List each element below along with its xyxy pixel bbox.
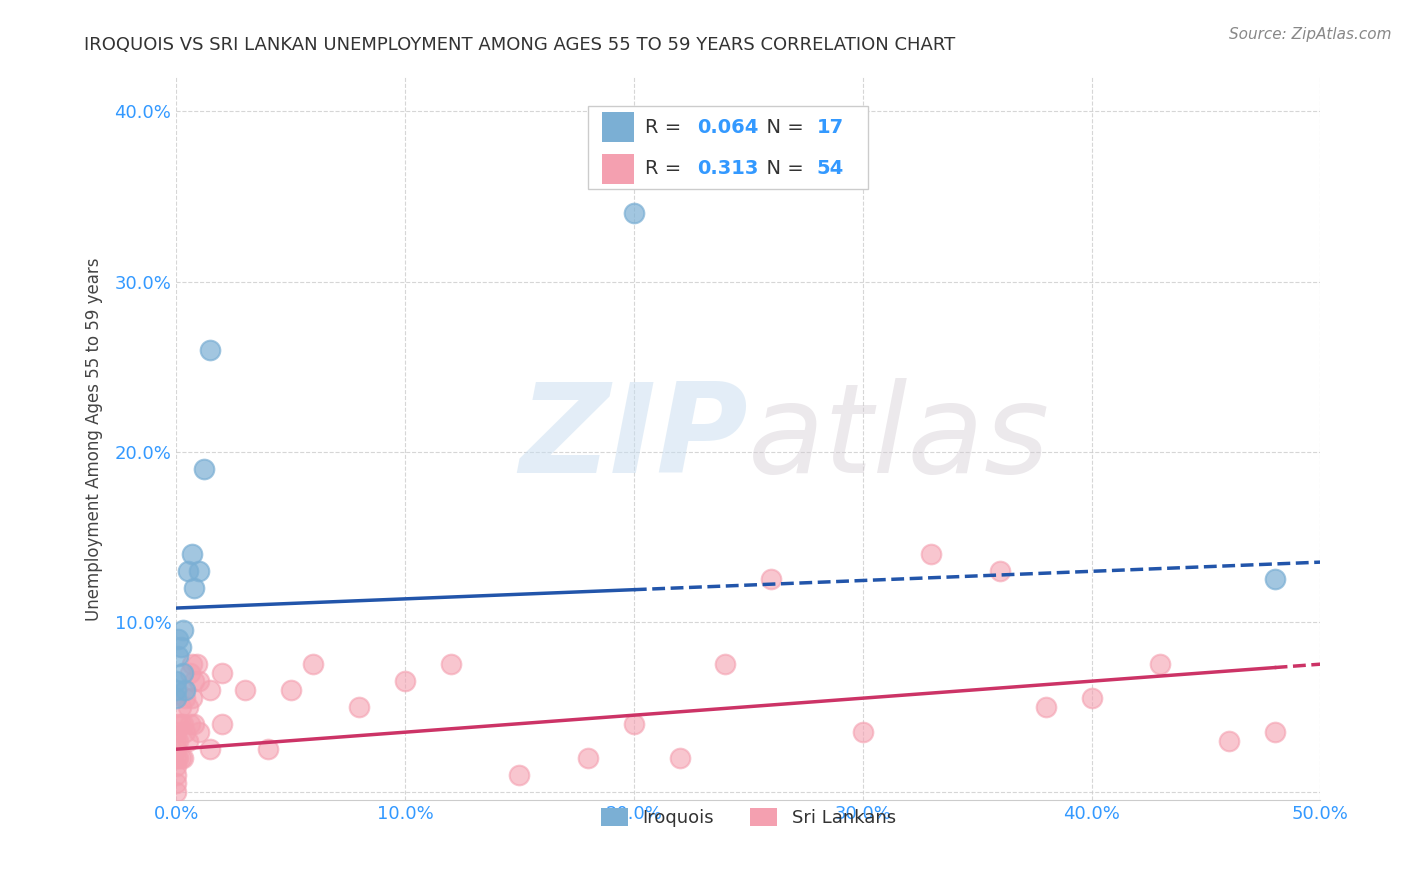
Point — [165, 733, 187, 747]
Point — [167, 716, 190, 731]
Point — [623, 716, 645, 731]
Point — [181, 657, 204, 672]
FancyBboxPatch shape — [602, 112, 634, 143]
Point — [347, 699, 370, 714]
Point — [211, 716, 233, 731]
Point — [176, 699, 198, 714]
Point — [920, 547, 942, 561]
Point — [165, 750, 187, 764]
Point — [623, 206, 645, 220]
Point — [172, 750, 194, 764]
Point — [167, 648, 190, 663]
Point — [188, 725, 211, 739]
Point — [1080, 691, 1102, 706]
Point — [183, 716, 205, 731]
Point — [256, 742, 278, 756]
Legend: Iroquois, Sri Lankans: Iroquois, Sri Lankans — [593, 801, 903, 835]
Point — [174, 725, 197, 739]
Point — [440, 657, 463, 672]
Text: R =: R = — [645, 118, 688, 136]
Point — [172, 623, 194, 637]
Point — [179, 665, 201, 680]
Point — [186, 657, 208, 672]
Point — [394, 674, 416, 689]
Point — [170, 699, 193, 714]
Text: 0.313: 0.313 — [697, 159, 758, 178]
Text: N =: N = — [754, 159, 810, 178]
Text: IROQUOIS VS SRI LANKAN UNEMPLOYMENT AMONG AGES 55 TO 59 YEARS CORRELATION CHART: IROQUOIS VS SRI LANKAN UNEMPLOYMENT AMON… — [84, 36, 956, 54]
Text: 0.064: 0.064 — [697, 118, 758, 136]
Point — [181, 547, 204, 561]
Text: ZIP: ZIP — [519, 378, 748, 500]
Point — [179, 716, 201, 731]
Point — [170, 640, 193, 655]
Point — [200, 343, 222, 357]
FancyBboxPatch shape — [588, 106, 869, 189]
Point — [165, 776, 187, 790]
Point — [167, 632, 190, 646]
Text: 17: 17 — [817, 118, 844, 136]
Point — [165, 725, 187, 739]
Point — [1218, 733, 1240, 747]
Point — [188, 674, 211, 689]
Point — [170, 750, 193, 764]
Point — [174, 682, 197, 697]
Text: atlas: atlas — [748, 378, 1050, 500]
Point — [174, 691, 197, 706]
Point — [759, 572, 782, 586]
Point — [668, 750, 690, 764]
Point — [165, 785, 187, 799]
Point — [183, 674, 205, 689]
Point — [280, 682, 302, 697]
Point — [200, 742, 222, 756]
Point — [165, 691, 187, 706]
Point — [183, 581, 205, 595]
Point — [181, 691, 204, 706]
Text: 54: 54 — [817, 159, 844, 178]
Point — [233, 682, 256, 697]
Point — [1264, 725, 1286, 739]
Point — [714, 657, 737, 672]
Point — [170, 716, 193, 731]
Text: Source: ZipAtlas.com: Source: ZipAtlas.com — [1229, 27, 1392, 42]
Point — [1264, 572, 1286, 586]
Point — [165, 768, 187, 782]
FancyBboxPatch shape — [602, 153, 634, 184]
Point — [1149, 657, 1171, 672]
Point — [172, 665, 194, 680]
Y-axis label: Unemployment Among Ages 55 to 59 years: Unemployment Among Ages 55 to 59 years — [86, 257, 103, 621]
Point — [172, 716, 194, 731]
Point — [193, 461, 215, 475]
Point — [988, 564, 1011, 578]
Point — [165, 674, 187, 689]
Point — [200, 682, 222, 697]
Point — [211, 665, 233, 680]
Point — [508, 768, 530, 782]
Text: R =: R = — [645, 159, 688, 178]
Point — [165, 742, 187, 756]
Point — [302, 657, 325, 672]
Point — [188, 564, 211, 578]
Point — [576, 750, 599, 764]
Point — [167, 750, 190, 764]
Point — [1035, 699, 1057, 714]
Point — [165, 759, 187, 773]
Point — [165, 682, 187, 697]
Point — [176, 564, 198, 578]
Point — [852, 725, 875, 739]
Point — [176, 733, 198, 747]
Point — [167, 733, 190, 747]
Text: N =: N = — [754, 118, 810, 136]
